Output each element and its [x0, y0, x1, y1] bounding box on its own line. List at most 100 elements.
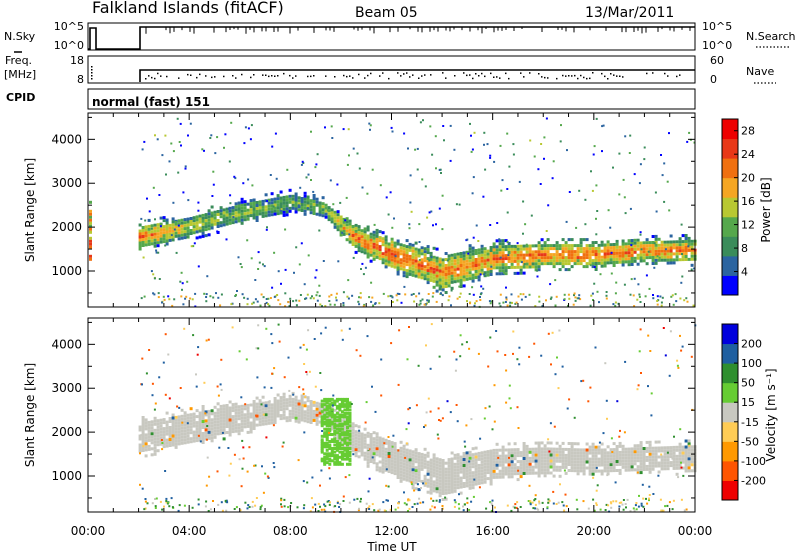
velocity-cell — [390, 468, 394, 472]
power-cell — [240, 221, 244, 225]
velocity-cell — [273, 418, 277, 421]
power-cell — [495, 260, 499, 264]
velocity-noise-cell — [282, 441, 285, 444]
power-cell — [540, 256, 544, 260]
power-noise-cell — [242, 182, 245, 185]
power-cell — [645, 241, 649, 245]
power-cell — [594, 253, 598, 256]
velocity-near-cell — [408, 507, 411, 510]
power-cell — [195, 215, 199, 219]
power-noise-cell — [348, 154, 350, 157]
velocity-cell — [246, 409, 250, 413]
colorbar-tick-label: 8 — [741, 242, 748, 255]
velocity-patch-cell — [340, 401, 344, 405]
velocity-cell — [267, 415, 271, 419]
velocity-cell — [549, 462, 553, 466]
power-cell — [690, 257, 694, 261]
velocity-near-cell — [672, 499, 675, 502]
velocity-near-cell — [377, 509, 380, 512]
power-cell — [162, 216, 166, 220]
power-cell — [459, 276, 463, 279]
velocity-noise-cell — [240, 396, 243, 399]
power-cell — [636, 253, 640, 257]
velocity-cell — [387, 449, 391, 452]
power-near-cell — [395, 294, 398, 297]
nave-dot — [652, 72, 654, 74]
velocity-cell — [465, 469, 469, 473]
velocity-near-cell — [438, 500, 441, 503]
velocity-cell — [360, 450, 364, 454]
velocity-cell — [183, 432, 187, 436]
power-noise-cell — [490, 300, 493, 303]
velocity-cell — [483, 468, 487, 472]
power-cell — [498, 269, 502, 273]
power-cell — [528, 244, 532, 248]
velocity-cell — [393, 469, 397, 473]
velocity-cell — [450, 490, 454, 494]
power-cell — [474, 270, 478, 273]
power-cell — [288, 209, 292, 213]
velocity-noise-cell — [677, 476, 680, 479]
velocity-cell — [522, 463, 526, 466]
velocity-cell — [570, 442, 574, 446]
velocity-cell — [147, 420, 151, 424]
power-noise-cell — [312, 190, 315, 193]
power-noise-cell — [624, 212, 627, 215]
power-cell — [429, 272, 433, 276]
velocity-cell — [183, 435, 187, 439]
power-cell — [540, 244, 544, 248]
nave-dots — [91, 66, 681, 80]
velocity-cell — [159, 433, 163, 437]
velocity-cell — [435, 463, 439, 467]
power-cell — [408, 242, 412, 246]
power-cell — [357, 237, 361, 241]
velocity-cell — [312, 409, 316, 413]
power-near-cell — [636, 298, 639, 301]
power-cell — [519, 265, 523, 269]
velocity-cell — [456, 462, 460, 466]
power-cell — [159, 228, 163, 232]
power-noise-cell — [197, 265, 200, 268]
power-cell — [288, 200, 292, 204]
velocity-cell — [372, 452, 376, 456]
power-cell — [654, 249, 658, 253]
velocity-cell — [393, 451, 397, 455]
velocity-cell — [435, 475, 439, 479]
velocity-patch-cell — [335, 445, 339, 449]
velocity-patch-cell — [343, 408, 347, 412]
power-cell — [579, 256, 583, 260]
velocity-cell — [273, 421, 277, 424]
velocity-cell — [225, 404, 229, 407]
velocity-noise-cell — [518, 363, 521, 366]
power-cell — [609, 243, 613, 247]
velocity-cell — [423, 477, 427, 481]
power-cell — [594, 247, 598, 250]
velocity-patch-cell — [343, 422, 347, 426]
velocity-cell — [429, 473, 433, 477]
velocity-cell — [555, 459, 559, 463]
power-cell — [354, 235, 358, 239]
power-cell — [600, 249, 604, 253]
velocity-cell — [522, 457, 526, 460]
power-cell — [471, 279, 475, 283]
velocity-cell — [399, 446, 403, 450]
power-cell — [486, 270, 490, 274]
velocity-noise-cell — [669, 330, 672, 333]
velocity-patch-cell — [328, 424, 332, 428]
velocity-cell — [408, 479, 412, 483]
power-cell — [516, 262, 520, 266]
velocity-cell — [228, 412, 232, 416]
power-cell — [354, 223, 358, 227]
power-near-cell — [209, 295, 212, 298]
velocity-near-cell — [317, 502, 320, 505]
power-cell — [498, 248, 502, 252]
velocity-cell — [453, 453, 457, 457]
velocity-noise-cell — [468, 460, 471, 463]
velocity-cell — [387, 446, 391, 449]
velocity-cell — [618, 462, 622, 466]
velocity-cell — [216, 426, 220, 430]
velocity-cell — [309, 421, 313, 424]
velocity-patch-cell — [338, 441, 342, 445]
velocity-cell — [474, 464, 478, 468]
velocity-cell — [687, 448, 691, 452]
